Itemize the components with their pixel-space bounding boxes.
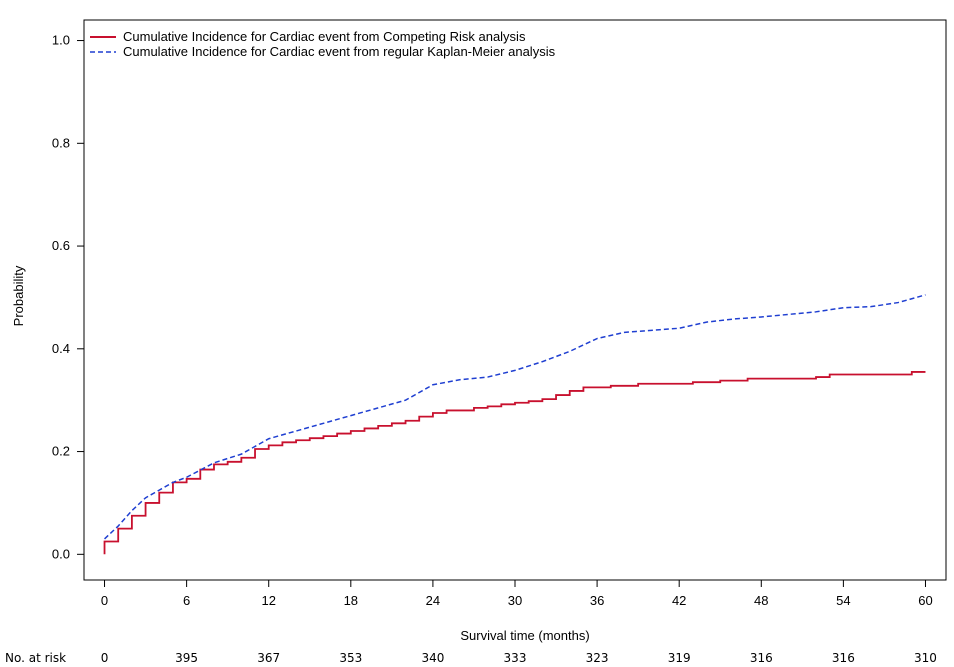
plot-frame: [83, 19, 947, 581]
y-axis: 0.0 0.2 0.4 0.6 0.8 1.0: [52, 33, 84, 561]
risk-table-value: 367: [257, 651, 280, 665]
series-line-competing-risk: [103, 371, 926, 555]
x-tick-label: 36: [590, 593, 604, 608]
legend-label-competing-risk: Cumulative Incidence for Cardiac event f…: [123, 29, 526, 44]
x-tick-label: 60: [918, 593, 932, 608]
y-tick-label: 0.6: [52, 238, 70, 253]
y-tick-label: 0.4: [52, 341, 70, 356]
x-tick-label: 0: [101, 593, 108, 608]
legend-label-kaplan-meier: Cumulative Incidence for Cardiac event f…: [123, 44, 556, 59]
legend: Cumulative Incidence for Cardiac event f…: [90, 29, 556, 59]
x-axis: 0 6 12 18 24 30 36 42 48 54 60: [101, 580, 933, 608]
x-tick-label: 42: [672, 593, 686, 608]
series-layer: [103, 294, 926, 555]
risk-table-value: 395: [175, 651, 198, 665]
x-tick-label: 12: [261, 593, 275, 608]
risk-table-value: 319: [668, 651, 691, 665]
risk-table-value: 316: [750, 651, 773, 665]
risk-table-value: 316: [832, 651, 855, 665]
x-tick-label: 30: [508, 593, 522, 608]
y-axis-title: Probability: [11, 265, 26, 326]
y-tick-label: 0.0: [52, 546, 70, 561]
x-tick-label: 48: [754, 593, 768, 608]
x-tick-label: 24: [426, 593, 440, 608]
risk-table-row: 0 395 367 353 340 333 323 319 316 316 310: [101, 651, 937, 665]
y-tick-label: 0.8: [52, 135, 70, 150]
risk-table-value: 310: [914, 651, 937, 665]
risk-table-value: 333: [504, 651, 527, 665]
x-axis-title: Survival time (months): [460, 628, 589, 643]
x-tick-label: 18: [344, 593, 358, 608]
series-line-kaplan-meier: [104, 294, 926, 540]
risk-table-value: 353: [339, 651, 362, 665]
x-tick-label: 54: [836, 593, 850, 608]
risk-table-value: 0: [101, 651, 109, 665]
risk-table-value: 340: [421, 651, 444, 665]
y-tick-label: 1.0: [52, 33, 70, 48]
risk-table-value: 323: [586, 651, 609, 665]
risk-table-label: No. at risk: [5, 651, 66, 665]
x-tick-label: 6: [183, 593, 190, 608]
y-tick-label: 0.2: [52, 444, 70, 459]
